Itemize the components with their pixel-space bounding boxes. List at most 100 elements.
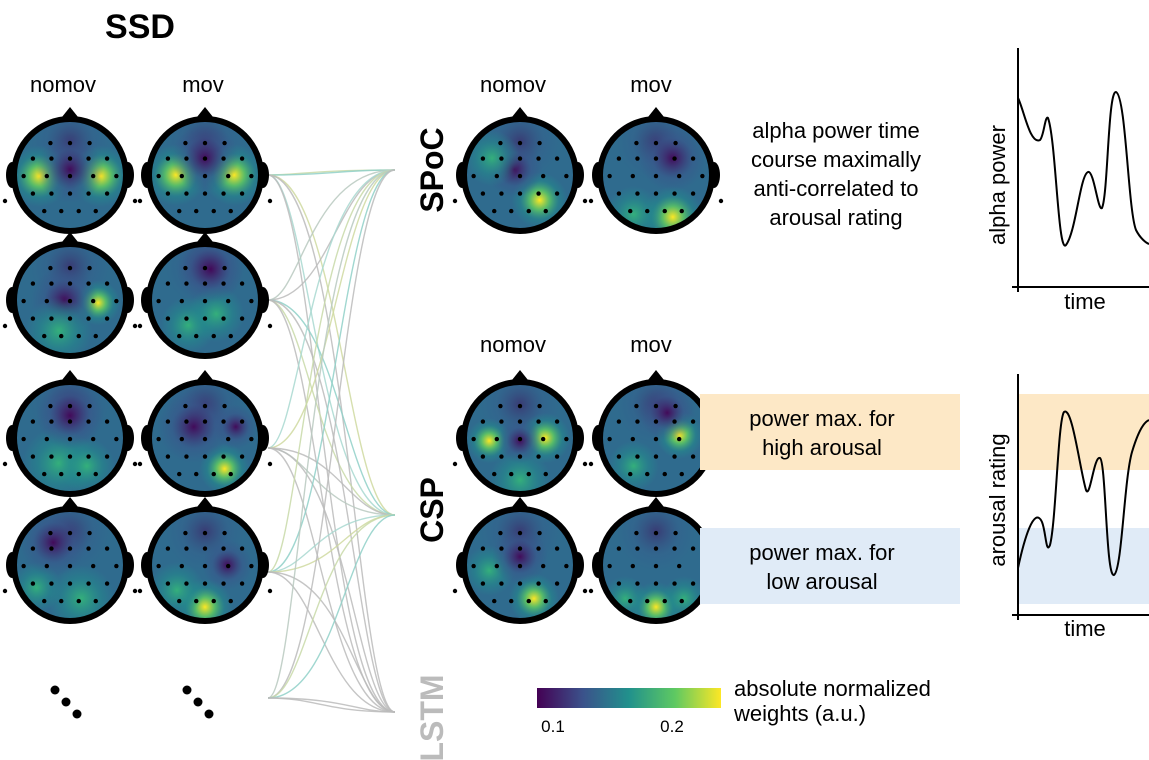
electrode-dot bbox=[267, 198, 273, 204]
electrode-dot bbox=[132, 198, 138, 204]
electrode-dot bbox=[662, 598, 667, 604]
electrode-dot bbox=[42, 471, 47, 477]
electrode-dot bbox=[616, 419, 622, 424]
electrode-dot bbox=[87, 403, 92, 409]
electrode-dot bbox=[179, 436, 185, 442]
electrode-dot bbox=[249, 436, 254, 442]
electrode-dot bbox=[104, 191, 110, 196]
electrode-dot bbox=[30, 454, 36, 459]
csp-high-arousal-box bbox=[700, 394, 960, 470]
electrode-dot bbox=[183, 403, 188, 409]
electrode-dot bbox=[494, 436, 500, 442]
electrode-dot bbox=[249, 298, 254, 304]
electrode-dot bbox=[543, 471, 548, 477]
electrode-dot bbox=[21, 563, 26, 569]
electrode-dot bbox=[249, 173, 254, 179]
electrode-dot bbox=[67, 191, 73, 196]
electrode-dot bbox=[635, 581, 640, 586]
electrode-dot bbox=[86, 581, 91, 586]
electrode-dot bbox=[607, 173, 612, 179]
electrode-dot bbox=[165, 281, 171, 286]
electrode-dot bbox=[184, 546, 189, 551]
head-outline bbox=[461, 506, 579, 624]
electrode-dot bbox=[564, 436, 569, 442]
electrode-dot bbox=[225, 436, 231, 442]
electrode-dot bbox=[536, 546, 541, 551]
electrode-dot bbox=[653, 563, 659, 569]
ssd-topomap-1-mov bbox=[137, 107, 273, 234]
electrode-dot bbox=[67, 265, 73, 271]
electrode-dot bbox=[114, 563, 119, 569]
colorbar-tick-1: 0.2 bbox=[660, 717, 684, 736]
electrode-dot bbox=[679, 471, 684, 477]
electrode-dot bbox=[165, 454, 171, 459]
electrode-dot bbox=[21, 298, 26, 304]
electrode-dot bbox=[673, 403, 678, 409]
electrode-dot bbox=[554, 156, 560, 161]
electrode-dot bbox=[471, 563, 476, 569]
electrode-dot bbox=[653, 191, 659, 196]
ssd-topomap-2-nomov bbox=[2, 232, 138, 359]
electrode-dot bbox=[104, 281, 110, 286]
electrode-dot bbox=[156, 563, 161, 569]
electrode-dot bbox=[635, 191, 640, 196]
electrode-dot bbox=[536, 419, 541, 424]
connection-line bbox=[267, 169, 396, 573]
electrode-dot bbox=[222, 403, 227, 409]
electrode-dot bbox=[509, 471, 514, 477]
electrode-dot bbox=[137, 198, 143, 204]
electrode-dot bbox=[221, 316, 226, 321]
electrode-dot bbox=[616, 454, 622, 459]
electrode-dot bbox=[67, 316, 73, 321]
electrode-dot bbox=[44, 436, 50, 442]
activation-spot bbox=[177, 244, 245, 303]
electrode-dot bbox=[653, 546, 659, 551]
electrode-dot bbox=[499, 191, 504, 196]
electrode-dot bbox=[202, 298, 208, 304]
csp-col-mov: mov bbox=[630, 332, 672, 357]
electrode-dot bbox=[499, 454, 504, 459]
alpha-power-plot: alpha power time bbox=[985, 48, 1149, 314]
spoc-col-mov: mov bbox=[630, 72, 672, 97]
electrode-dot bbox=[607, 436, 612, 442]
electrode-dot bbox=[202, 454, 208, 459]
electrode-dot bbox=[132, 461, 138, 467]
electrode-dot bbox=[679, 598, 684, 604]
electrode-dot bbox=[499, 581, 504, 586]
electrode-dot bbox=[87, 530, 92, 536]
electrode-dot bbox=[90, 563, 96, 569]
electrode-dot bbox=[499, 419, 504, 424]
electrode-dot bbox=[537, 140, 542, 146]
electrode-dot bbox=[616, 191, 622, 196]
electrode-dot bbox=[517, 530, 523, 536]
alpha-power-trace bbox=[1017, 90, 1149, 247]
electrode-dot bbox=[628, 598, 633, 604]
ssd-continuation-nomov bbox=[50, 685, 82, 719]
connection-line bbox=[267, 571, 396, 713]
csp-label: CSP bbox=[414, 477, 450, 543]
electrode-dot bbox=[67, 281, 73, 286]
electrode-dot bbox=[653, 454, 659, 459]
electrode-dot bbox=[582, 198, 588, 204]
electrode-dot bbox=[194, 208, 199, 214]
electrode-dot bbox=[239, 191, 245, 196]
electrode-dot bbox=[202, 173, 208, 179]
electrode-dot bbox=[202, 191, 208, 196]
electrode-dot bbox=[690, 419, 696, 424]
activation-spot bbox=[489, 449, 551, 494]
electrode-dot bbox=[543, 598, 548, 604]
electrode-dot bbox=[67, 454, 73, 459]
electrode-dot bbox=[564, 563, 569, 569]
electrode-dot bbox=[67, 546, 73, 551]
electrode-dot bbox=[630, 563, 636, 569]
csp-topomap-high-nomov bbox=[452, 370, 588, 497]
electrode-dot bbox=[517, 173, 523, 179]
activation-spot bbox=[213, 404, 259, 450]
electrode-dot bbox=[653, 530, 659, 536]
activation-spot bbox=[464, 130, 520, 187]
electrode-dot bbox=[194, 471, 199, 477]
electrode-dot bbox=[225, 563, 231, 569]
electrode-dot bbox=[673, 140, 678, 146]
electrode-dot bbox=[137, 588, 143, 594]
